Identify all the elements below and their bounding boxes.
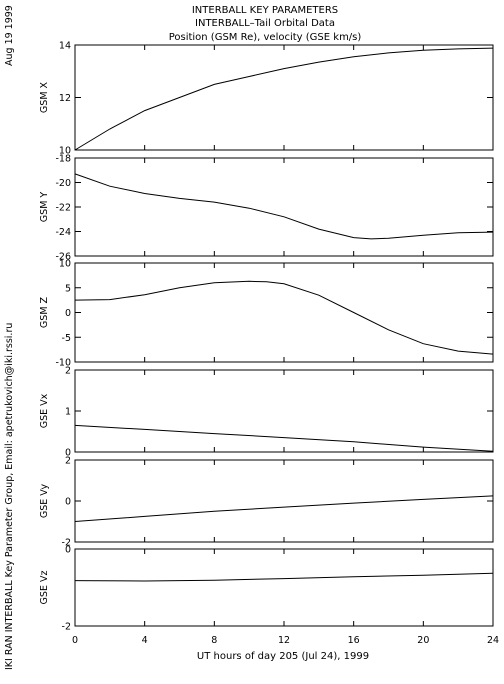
x-tick-label: 24 [487,635,499,646]
x-tick-label: 4 [142,635,148,646]
panel-frame-gse-vz [74,548,494,627]
date-stamp: Aug 19 1999 [4,5,15,66]
y-tick-label-gsm-z: 10 [59,259,71,270]
y-tick-label-gsm-x: 12 [59,93,71,104]
y-tick-label-gsm-z: -10 [55,358,71,369]
series-line-gse-vy [74,495,494,522]
x-tick-label: 12 [278,635,290,646]
figure-title-line-1: INTERBALL KEY PARAMETERS [192,5,338,16]
panel-frame-gsm-z [74,262,494,363]
x-axis-label: UT hours of day 205 (Jul 24), 1999 [197,651,369,662]
y-tick-label-gse-vy: -2 [62,538,71,549]
x-tick-label: 20 [417,635,429,646]
y-axis-label-gse-vz: GSE Vz [39,571,50,605]
figure-title-line-2: INTERBALL–Tail Orbital Data [195,18,335,29]
series-line-gsm-y [74,173,494,240]
figure-title-line-3: Position (GSM Re), velocity (GSE km/s) [169,32,362,43]
y-axis-label-gsm-x: GSM X [39,81,50,113]
y-tick-label-gsm-x: 14 [59,41,71,52]
x-tick-label: 16 [348,635,360,646]
series-line-gse-vz [74,572,494,582]
y-tick-label-gse-vx: 2 [65,366,71,377]
y-tick-label-gse-vz: 0 [65,545,71,556]
y-tick-label-gsm-z: -5 [62,333,71,344]
x-tick-label: 0 [72,635,78,646]
y-tick-label-gsm-z: 0 [65,308,71,319]
series-line-gse-vx [74,424,494,452]
y-axis-label-gsm-y: GSM Y [39,192,50,223]
y-axis-label-gse-vx: GSE Vx [39,393,50,428]
panel-frame-gse-vy [74,459,494,543]
y-tick-label-gsm-y: -24 [55,227,71,238]
y-tick-label-gsm-y: -20 [55,178,71,189]
x-tick-label: 8 [211,635,217,646]
series-line-gsm-x [74,47,494,151]
y-tick-label-gsm-y: -26 [55,252,71,263]
panel-frame-gsm-y [74,157,494,257]
y-tick-label-gse-vz: -2 [62,622,71,633]
panel-frame-gse-vx [74,369,494,453]
credit-line: IKI RAN INTERBALL Key Parameter Group, E… [4,323,15,670]
y-tick-label-gsm-z: 5 [65,283,71,294]
y-axis-label-gse-vy: GSE Vy [39,483,50,518]
series-line-gsm-z [74,280,494,355]
y-tick-label-gse-vy: 2 [65,456,71,467]
y-axis-label-gsm-z: GSM Z [39,296,50,328]
y-tick-label-gsm-y: -18 [55,154,71,165]
y-tick-label-gsm-x: 10 [59,146,71,157]
y-tick-label-gse-vx: 0 [65,448,71,459]
panel-frame-gsm-x [74,44,494,151]
y-tick-label-gsm-y: -22 [55,203,71,214]
y-tick-label-gse-vy: 0 [65,497,71,508]
y-tick-label-gse-vx: 1 [65,407,71,418]
